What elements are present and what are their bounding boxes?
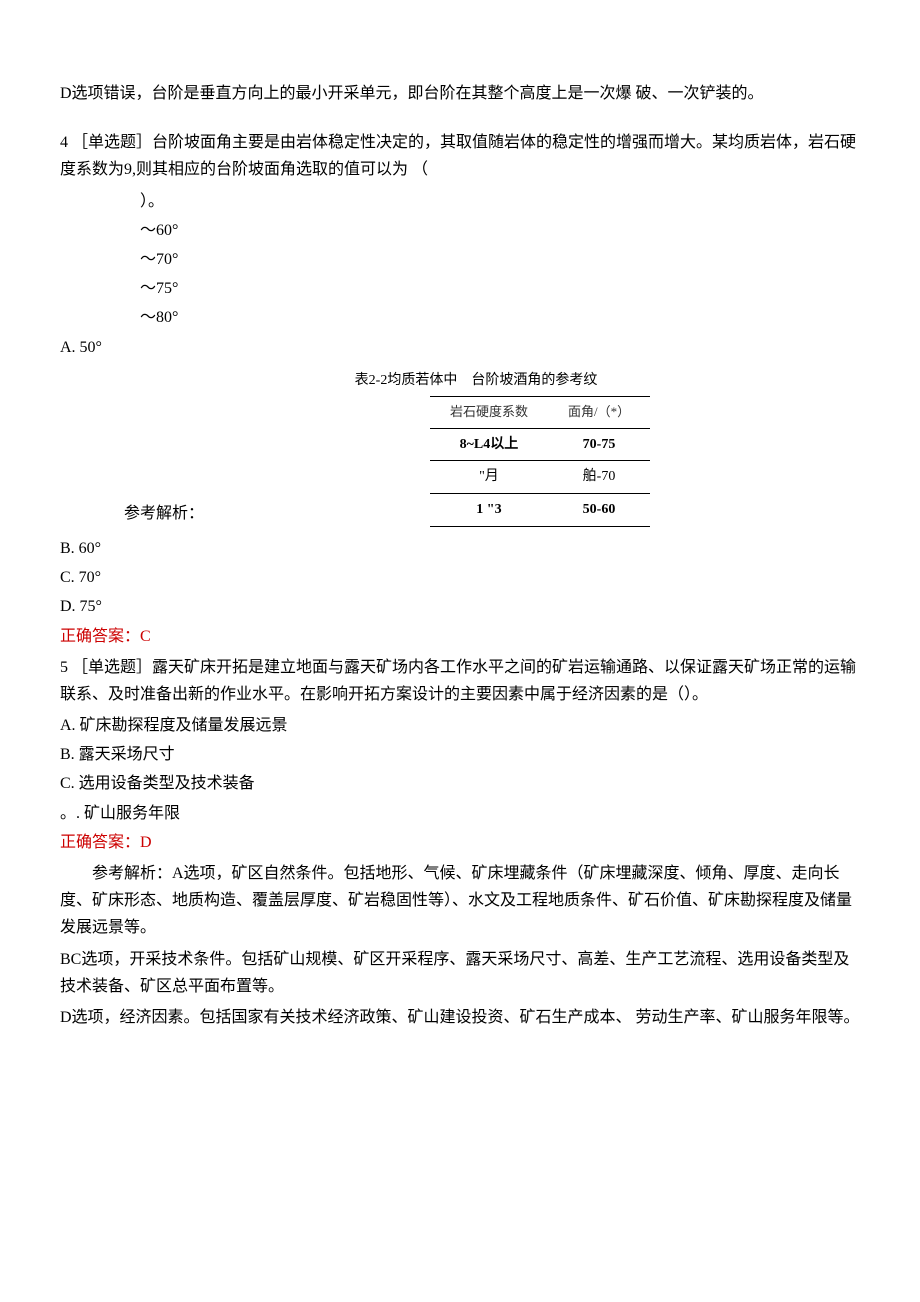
table-row: 8~L4以上 70-75	[430, 428, 650, 461]
table-header-row: 岩石硬度系数 面角/（*）	[430, 397, 650, 428]
table-cell: 1 "3	[430, 494, 548, 527]
q4-sub-3: ～75°	[60, 275, 860, 302]
q4-table-title: 表2-2均质若体中 台阶坡酒角的参考纹	[92, 369, 860, 393]
table-row: "月 舶-70	[430, 461, 650, 494]
q4-sub-4: ～80°	[60, 304, 860, 331]
q5-analysis-3: D选项，经济因素。包括国家有关技术经济政策、矿山建设投资、矿石生产成本、 劳动生…	[60, 1004, 860, 1031]
q4-option-b: B. 60°	[60, 535, 860, 562]
q4-option-c: C. 70°	[60, 564, 860, 591]
q5-stem: 5 ［单选题］露天矿床开拓是建立地面与露天矿场内各工作水平之间的矿岩运输通路、以…	[60, 654, 860, 708]
explanation-d: D选项错误，台阶是垂直方向上的最小开采单元，即台阶在其整个高度上是一次爆 破、一…	[60, 80, 860, 107]
table-cell: "月	[430, 461, 548, 494]
table-cell: 8~L4以上	[430, 428, 548, 461]
q4-stem-1: 4 ［单选题］台阶坡面角主要是由岩体稳定性决定的，其取值随岩体的稳定性的增强而增…	[60, 129, 860, 183]
q4-option-d: D. 75°	[60, 593, 860, 620]
q5-analysis-1: 参考解析：A选项，矿区自然条件。包括地形、气候、矿床埋藏条件（矿床埋藏深度、倾角…	[60, 860, 860, 942]
table-header: 面角/（*）	[548, 397, 650, 428]
q4-sub-1: ～60°	[60, 217, 860, 244]
q4-option-a: A. 50°	[60, 334, 860, 361]
q5-option-a: A. 矿床勘探程度及储量发展远景	[60, 712, 860, 739]
table-cell: 50-60	[548, 494, 650, 527]
q4-table: 岩石硬度系数 面角/（*） 8~L4以上 70-75 "月 舶-70 1 "3 …	[430, 396, 650, 526]
table-cell: 舶-70	[548, 461, 650, 494]
spacer	[60, 111, 860, 129]
q4-table-title-right: 台阶坡酒角的参考纹	[471, 369, 597, 393]
q4-sub-2: ～70°	[60, 246, 860, 273]
q4-analysis-label: 参考解析：	[92, 500, 220, 527]
q4-answer: 正确答案：C	[60, 623, 860, 650]
q5-analysis-2: BC选项，开采技术条件。包括矿山规模、矿区开采程序、露天采场尺寸、高差、生产工艺…	[60, 946, 860, 1000]
table-header: 岩石硬度系数	[430, 397, 548, 428]
q4-table-title-left: 表2-2均质若体中	[355, 369, 458, 393]
table-row: 1 "3 50-60	[430, 494, 650, 527]
q4-table-wrap: 表2-2均质若体中 台阶坡酒角的参考纹 参考解析： 岩石硬度系数 面角/（*） …	[60, 369, 860, 527]
q5-option-b: B. 露天采场尺寸	[60, 741, 860, 768]
q4-stem-2: ）。	[60, 188, 860, 215]
q5-answer: 正确答案：D	[60, 829, 860, 856]
q5-option-d: 。. 矿山服务年限	[60, 800, 860, 827]
table-cell: 70-75	[548, 428, 650, 461]
q5-option-c: C. 选用设备类型及技术装备	[60, 770, 860, 797]
